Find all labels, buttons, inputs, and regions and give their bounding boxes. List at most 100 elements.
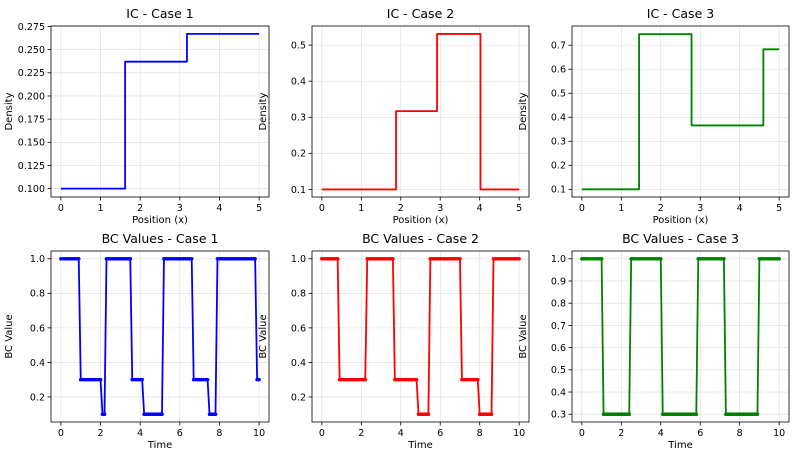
- y-tick-label: 0.275: [18, 22, 45, 33]
- y-tick-label: 0.6: [551, 343, 566, 354]
- data-point: [189, 256, 194, 261]
- data-point: [414, 377, 419, 382]
- data-point: [517, 256, 521, 261]
- plot-frame: [571, 25, 790, 198]
- chart-title: IC - Case 2: [387, 6, 454, 21]
- data-point: [489, 412, 494, 417]
- y-tick-label: 0.175: [18, 115, 45, 126]
- plot-frame: [571, 250, 790, 423]
- series-markers: [59, 256, 261, 417]
- y-tick-label: 0.8: [30, 289, 45, 300]
- data-point: [755, 412, 760, 417]
- data-point: [458, 256, 462, 261]
- subplot-1: 0 1 2 3 4 5 0.100 0.125 0.150 0.175 0.200 0.225 0.25…: [4, 6, 270, 226]
- y-tick-label: 0.2: [551, 161, 566, 172]
- y-tick-label: 1.0: [551, 254, 566, 265]
- x-tick-label: 4: [477, 203, 483, 214]
- y-tick-label: 0.6: [551, 65, 566, 76]
- y-tick-label: 0.4: [551, 113, 566, 124]
- x-tick-label: 4: [216, 203, 222, 214]
- data-point: [391, 256, 395, 261]
- x-tick-label: 2: [358, 428, 364, 439]
- y-tick-label: 0.8: [291, 289, 306, 300]
- x-tick-label: 0: [58, 428, 64, 439]
- data-point: [335, 256, 340, 261]
- x-tick-label: 6: [697, 428, 703, 439]
- x-tick-label: 0: [319, 428, 325, 439]
- y-tick-label: 0.3: [551, 410, 566, 421]
- subplot-4: 0 2 4 6 8 10 0.2 0.4 0.6 0.8 1.0 BC Values - Case 1…: [4, 231, 270, 451]
- series-markers: [580, 256, 781, 417]
- data-point: [160, 412, 164, 417]
- x-tick-label: 8: [216, 428, 222, 439]
- plot-frame: [311, 250, 530, 423]
- y-tick-label: 1.0: [291, 254, 306, 265]
- x-tick-label: 3: [437, 203, 443, 214]
- y-tick-label: 0.7: [551, 41, 566, 52]
- y-tick-label: 0.3: [291, 113, 306, 124]
- x-axis-label: Position (x): [393, 215, 449, 226]
- series-line: [581, 33, 780, 191]
- series-line: [321, 257, 520, 416]
- x-tick-label: 6: [177, 428, 183, 439]
- x-axis-label: Position (x): [653, 215, 709, 226]
- data-point: [426, 412, 431, 417]
- y-tick-label: 0.150: [18, 138, 45, 149]
- x-tick-label: 8: [477, 428, 483, 439]
- y-axis-label: Density: [4, 92, 15, 130]
- data-point: [102, 412, 107, 417]
- x-tick-label: 0: [579, 203, 585, 214]
- y-tick-label: 0.225: [18, 68, 45, 79]
- subplot-6: 0 2 4 6 8 10 0.3 0.4 0.5 0.6 0.7 0.8 0.9 1.0 BC Values…: [518, 231, 790, 451]
- data-point: [475, 377, 480, 382]
- x-tick-label: 3: [697, 203, 703, 214]
- y-tick-label: 0.6: [291, 323, 306, 334]
- data-point: [658, 256, 663, 261]
- plot-frame: [50, 25, 270, 198]
- x-tick-label: 0: [579, 428, 585, 439]
- data-point: [599, 256, 604, 261]
- x-tick-label: 1: [98, 203, 104, 214]
- y-tick-label: 0.8: [551, 299, 566, 310]
- y-tick-label: 1.0: [30, 254, 45, 265]
- y-tick-label: 0.200: [18, 91, 45, 102]
- x-tick-label: 4: [658, 428, 664, 439]
- x-tick-label: 2: [98, 428, 104, 439]
- data-point: [257, 377, 261, 382]
- x-tick-label: 0: [319, 203, 325, 214]
- x-tick-label: 1: [358, 203, 364, 214]
- data-point: [627, 412, 632, 417]
- data-point: [722, 256, 726, 261]
- y-tick-label: 0.5: [291, 41, 306, 52]
- y-tick-label: 0.4: [551, 387, 566, 398]
- y-tick-label: 0.4: [30, 358, 45, 369]
- series-line: [581, 257, 780, 416]
- x-tick-label: 10: [773, 428, 785, 439]
- chart-title: IC - Case 3: [647, 6, 714, 21]
- y-tick-label: 0.5: [551, 365, 566, 376]
- chart-title: IC - Case 1: [126, 6, 193, 21]
- y-tick-label: 0.9: [551, 276, 566, 287]
- x-tick-label: 4: [137, 428, 143, 439]
- y-axis-label: Density: [258, 92, 269, 130]
- x-tick-label: 2: [398, 203, 404, 214]
- plot-frame: [50, 250, 270, 423]
- chart-title: BC Values - Case 2: [362, 231, 479, 246]
- x-tick-label: 5: [256, 203, 262, 214]
- data-point: [76, 256, 81, 261]
- x-tick-label: 1: [618, 203, 624, 214]
- x-tick-label: 5: [776, 203, 782, 214]
- plot-frame: [311, 25, 530, 198]
- x-tick-label: 10: [513, 428, 525, 439]
- subplot-5: 0 2 4 6 8 10 0.2 0.4 0.6 0.8 1.0 BC Values - Case 2…: [258, 231, 530, 451]
- y-tick-label: 0.250: [18, 45, 45, 56]
- data-point: [213, 412, 218, 417]
- subplot-2: 0 1 2 3 4 5 0.1 0.2 0.3 0.4 0.5 IC - Case 2 Position…: [258, 6, 530, 226]
- y-tick-label: 0.2: [30, 392, 45, 403]
- series-line: [321, 33, 520, 191]
- chart-title: BC Values - Case 1: [102, 231, 219, 246]
- y-axis-label: BC Value: [518, 314, 529, 358]
- x-axis-label: Time: [147, 440, 172, 451]
- x-tick-label: 5: [516, 203, 522, 214]
